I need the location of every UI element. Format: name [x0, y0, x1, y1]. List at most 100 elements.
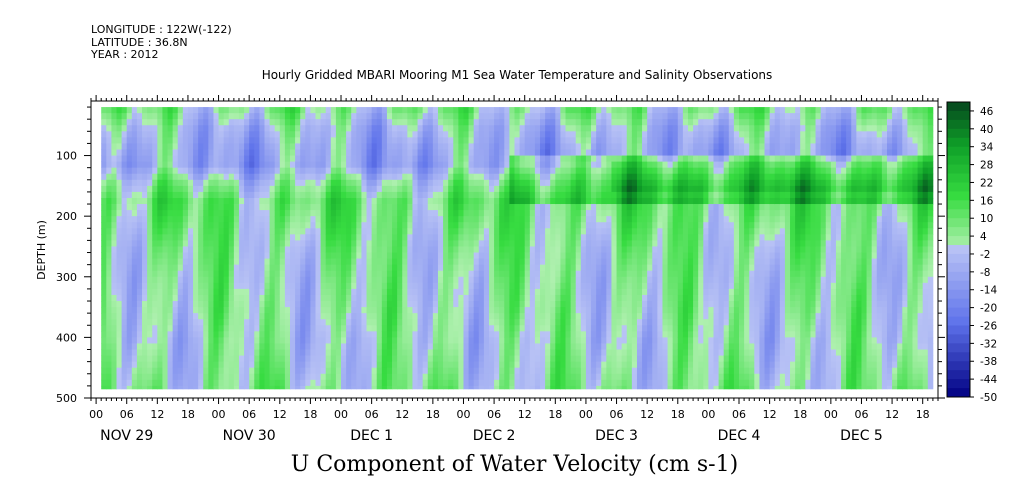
heatmap-cell: [591, 355, 597, 363]
heatmap-cell: [565, 149, 572, 156]
heatmap-cell: [483, 216, 490, 223]
heatmap-cell: [187, 294, 194, 302]
heatmap-cell: [198, 385, 204, 390]
heatmap-cell: [193, 301, 199, 308]
heatmap-cell: [228, 240, 235, 247]
heatmap-cell: [106, 204, 112, 211]
heatmap-cell: [386, 367, 393, 375]
heatmap-cell: [381, 276, 388, 284]
heatmap-cell: [386, 149, 393, 156]
heatmap-cell: [555, 361, 561, 369]
heatmap-cell: [376, 107, 383, 114]
heatmap-cell: [560, 301, 566, 308]
heatmap-cell: [315, 270, 322, 278]
heatmap-cell: [540, 294, 546, 302]
heatmap-cell: [381, 325, 388, 332]
heatmap-cell: [187, 379, 194, 387]
heatmap-cell: [249, 349, 255, 356]
heatmap-cell: [325, 282, 332, 290]
heatmap-cell: [284, 143, 291, 150]
heatmap-cell: [545, 131, 551, 138]
heatmap-cell: [101, 331, 107, 338]
heatmap-cell: [626, 313, 633, 320]
heatmap-cell: [341, 222, 347, 229]
heatmap-cell: [580, 379, 587, 387]
heatmap-cell: [478, 197, 485, 205]
heatmap-cell: [131, 252, 138, 259]
heatmap-cell: [147, 343, 153, 350]
heatmap-cell: [361, 301, 367, 308]
heatmap-cell: [534, 149, 541, 156]
heatmap-cell: [483, 210, 490, 217]
heatmap-cell: [346, 337, 352, 344]
heatmap-cell: [555, 319, 561, 326]
heatmap-cell: [111, 137, 117, 144]
heatmap-cell: [376, 307, 383, 314]
heatmap-cell: [437, 264, 444, 272]
heatmap-cell: [193, 258, 199, 266]
heatmap-cell: [376, 252, 383, 259]
heatmap-cell: [392, 325, 398, 332]
heatmap-cell: [524, 119, 531, 126]
heatmap-cell: [361, 282, 367, 290]
heatmap-cell: [422, 337, 429, 344]
heatmap-cell: [325, 125, 332, 132]
heatmap-cell: [422, 161, 429, 169]
heatmap-cell: [142, 197, 148, 205]
heatmap-cell: [111, 385, 117, 390]
heatmap-cell: [606, 385, 612, 390]
heatmap-cell: [295, 216, 301, 223]
heatmap-cell: [427, 228, 434, 235]
heatmap-cell: [458, 337, 464, 344]
heatmap-cell: [198, 331, 204, 338]
heatmap-cell: [550, 137, 556, 144]
heatmap-cell: [488, 367, 495, 375]
heatmap-cell: [488, 173, 495, 181]
heatmap-cell: [432, 343, 439, 350]
heatmap-cell: [111, 276, 117, 284]
heatmap-cell: [478, 185, 485, 193]
heatmap-cell: [320, 161, 327, 169]
heatmap-cell: [412, 197, 418, 205]
heatmap-cell: [417, 119, 424, 126]
heatmap-cell: [443, 246, 449, 253]
heatmap-cell: [177, 131, 184, 138]
heatmap-cell: [136, 307, 143, 314]
heatmap-cell: [585, 252, 592, 259]
heatmap-cell: [494, 307, 500, 314]
heatmap-cell: [193, 288, 199, 296]
heatmap-cell: [172, 137, 179, 144]
heatmap-cell: [346, 155, 352, 163]
heatmap-cell: [519, 234, 526, 241]
heatmap-cell: [218, 385, 225, 390]
heatmap-cell: [371, 288, 378, 296]
heatmap-cell: [580, 234, 587, 241]
heatmap-cell: [499, 319, 505, 326]
heatmap-cell: [238, 185, 245, 193]
heatmap-cell: [585, 282, 592, 290]
heatmap-cell: [540, 319, 546, 326]
heatmap-cell: [172, 161, 179, 169]
heatmap-cell: [631, 355, 638, 363]
heatmap-cell: [580, 240, 587, 247]
heatmap-cell: [116, 343, 123, 350]
heatmap-cell: [529, 343, 536, 350]
heatmap-cell: [228, 337, 235, 344]
heatmap-cell: [121, 191, 128, 199]
heatmap-cell: [162, 204, 168, 211]
heatmap-cell: [626, 131, 633, 138]
heatmap-cell: [228, 119, 235, 126]
heatmap-cell: [381, 367, 388, 375]
heatmap-cell: [402, 313, 408, 320]
heatmap-cell: [295, 343, 301, 350]
heatmap-cell: [295, 191, 301, 199]
heatmap-cell: [626, 252, 633, 259]
heatmap-cell: [208, 210, 214, 217]
heatmap-cell: [585, 173, 592, 181]
heatmap-cell: [499, 343, 505, 350]
heatmap-cell: [106, 179, 112, 187]
heatmap-cell: [386, 337, 393, 344]
heatmap-cell: [519, 379, 526, 387]
heatmap-cell: [621, 119, 628, 126]
heatmap-cell: [417, 331, 424, 338]
